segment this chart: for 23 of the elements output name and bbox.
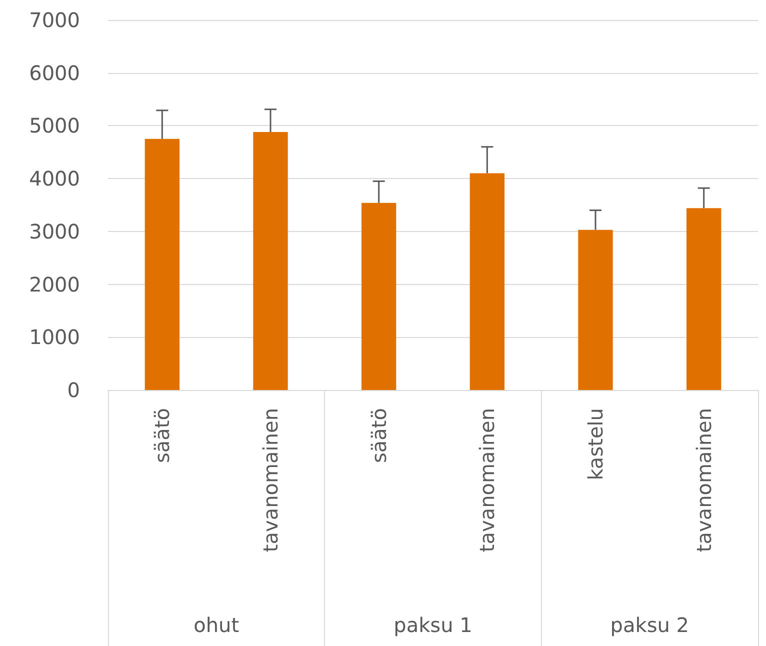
y-tick-label: 0 (67, 378, 80, 402)
bar (362, 202, 396, 390)
y-tick-label: 3000 (29, 219, 80, 244)
x-tick-label: säätö (150, 408, 174, 464)
bar (578, 230, 613, 390)
x-tick-label: kastelu (584, 408, 608, 480)
x-tick-label: tavanomainen (475, 408, 500, 552)
y-tick-label: 5000 (29, 114, 80, 138)
y-tick-label: 1000 (29, 325, 80, 350)
y-tick-label: 7000 (29, 8, 80, 32)
bar (253, 132, 288, 390)
text: paksu 2 (610, 613, 690, 637)
y-tick-label: 6000 (29, 60, 80, 85)
bar (470, 173, 504, 390)
bar (686, 208, 722, 390)
bar (144, 138, 180, 390)
x-tick-label: säätö (366, 408, 391, 464)
x-tick-label: tavanomainen (692, 408, 716, 552)
x-tick-label: tavanomainen (258, 408, 282, 552)
text: ohut (194, 613, 240, 637)
text: paksu 1 (394, 613, 472, 637)
y-tick-label: 2000 (29, 272, 80, 296)
y-tick-label: 4000 (29, 166, 80, 191)
